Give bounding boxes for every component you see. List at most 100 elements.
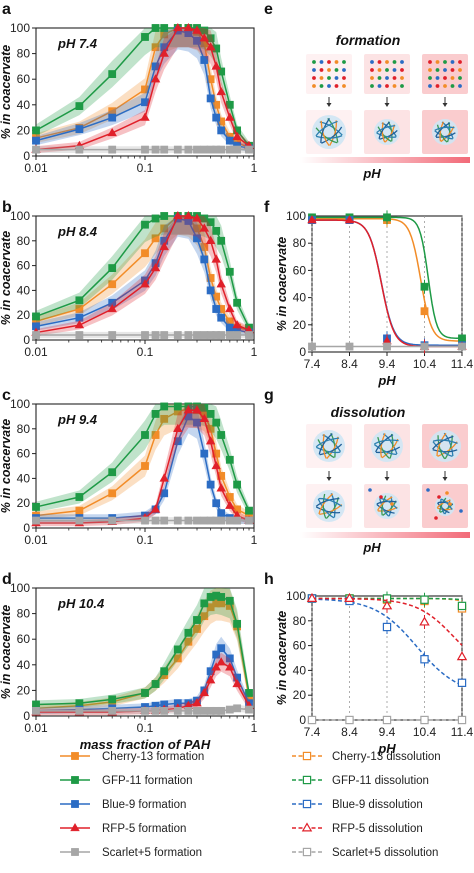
data-point [151, 706, 160, 715]
polymer-strand [317, 439, 335, 459]
data-point [206, 274, 215, 282]
legend-label-gfp-11-formation: GFP-11 formation [102, 775, 193, 787]
data-point [211, 662, 221, 671]
data-point [141, 689, 149, 697]
polymer-strand [315, 506, 341, 514]
y-tick-label: 60 [17, 632, 31, 646]
protein-dot [458, 68, 462, 72]
data-point [159, 473, 169, 482]
data-point [420, 282, 429, 291]
solution-box [306, 54, 352, 94]
data-point [151, 43, 160, 52]
data-point [232, 678, 242, 688]
protein-dot [428, 76, 432, 80]
data-point [32, 503, 40, 511]
protein-dot [458, 84, 462, 88]
data-point [458, 334, 466, 343]
data-point [233, 298, 242, 307]
ph-annotation: pH 8.4 [57, 224, 98, 239]
data-point [193, 234, 201, 243]
polymer-strand [437, 502, 450, 514]
polymer-strand [318, 433, 333, 455]
chart-panel-c: 0 20 40 60 80 100 0.01 0.1 1 % in coacervate pH 9.… [0, 397, 258, 547]
legend-marker [302, 799, 312, 809]
series-scarlet-5-formation [32, 516, 253, 525]
x-tick-label: 1 [251, 721, 258, 735]
protein-dot [443, 60, 447, 64]
arrow-head [384, 103, 390, 107]
y-tick-label: 100 [286, 209, 306, 223]
data-point [160, 414, 169, 423]
data-point [32, 312, 40, 321]
data-point [108, 516, 117, 525]
chart-panel-h: 0 20 40 60 80 100 7.4 8.4 9.4 10.4 11.4 % in coacer… [275, 589, 474, 756]
polymer-strand [376, 500, 397, 505]
y-tick-label: 20 [293, 688, 307, 702]
legend-label-blue-9-dissolution: Blue-9 dissolution [332, 799, 423, 811]
protein-dot [319, 68, 324, 72]
chart-panel-a: 0 20 40 60 80 100 0.01 0.1 1 % in coacervate pH 7.… [0, 21, 258, 175]
data-point [173, 645, 182, 654]
polymer-strand [380, 433, 386, 458]
series-scarlet-5-formation [308, 342, 466, 351]
data-point [32, 331, 40, 339]
data-point [420, 655, 429, 664]
formation-ph-label: pH [362, 166, 381, 181]
x-tick-label: 11.4 [451, 357, 474, 371]
data-point [160, 212, 169, 220]
uncertainty-band [36, 404, 250, 516]
data-point [184, 628, 193, 637]
data-point [199, 413, 210, 423]
protein-dot [342, 68, 346, 72]
polymer-strand [317, 498, 335, 519]
protein-dot [435, 76, 440, 80]
y-axis-label: % in coacervate [275, 237, 289, 332]
series-line [35, 29, 250, 150]
polymer-strand [318, 497, 343, 507]
data-point [217, 145, 226, 154]
series-scarlet-5-formation [32, 331, 253, 339]
arrow-head [384, 477, 390, 481]
protein-dot [443, 84, 447, 88]
x-tick-label: 8.4 [341, 725, 358, 739]
data-point [32, 126, 40, 135]
data-point [211, 254, 221, 263]
data-point [160, 667, 169, 676]
data-point [216, 483, 226, 492]
legend-marker [302, 847, 312, 857]
data-point [245, 516, 253, 525]
protein-dot [377, 76, 382, 80]
data-point [160, 331, 169, 339]
polymer-strand [432, 439, 458, 444]
data-point [108, 264, 117, 272]
data-point [183, 22, 194, 32]
series-line [35, 405, 250, 511]
protein-dot [312, 68, 316, 72]
protein-dot [334, 84, 339, 88]
data-point [75, 125, 84, 134]
released-protein-dot [445, 491, 449, 495]
protein-dot [400, 76, 404, 80]
y-tick-label: 80 [293, 614, 307, 628]
data-point [193, 331, 201, 339]
data-point [199, 687, 210, 697]
x-tick-label: 7.4 [304, 357, 321, 371]
panel-label-b: b [2, 199, 12, 216]
solution-box [422, 54, 468, 94]
y-axis-label: % in coacervate [0, 605, 13, 700]
y-tick-label: 100 [10, 21, 30, 35]
data-point [75, 493, 84, 501]
data-point [225, 331, 234, 339]
legend-marker [302, 775, 312, 785]
data-point [245, 506, 253, 515]
data-point [150, 504, 161, 513]
protein-dot [385, 76, 389, 80]
data-point [75, 305, 84, 313]
data-point [206, 410, 215, 418]
data-point [141, 706, 149, 715]
x-tick-label: 0.01 [24, 345, 48, 359]
data-point [151, 24, 160, 32]
fit-curve [311, 598, 463, 686]
x-tick-label: 1 [251, 533, 258, 547]
data-point [217, 313, 226, 322]
